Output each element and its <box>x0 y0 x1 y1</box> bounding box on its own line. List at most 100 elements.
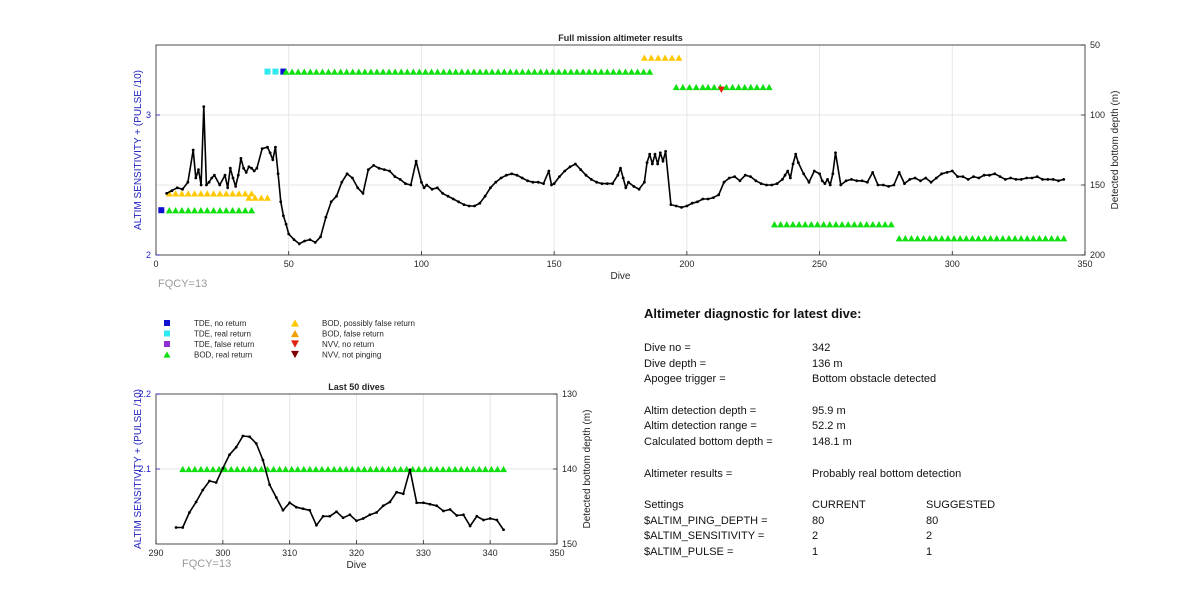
last50-xlabel: Dive <box>346 560 366 571</box>
mission-depth-point-26 <box>252 169 256 173</box>
mission-marker-6-48 <box>573 68 581 75</box>
mission-depth-point-187 <box>1009 176 1013 180</box>
mission-marker-12-5 <box>926 235 934 242</box>
mission-depth-point-162 <box>876 183 880 187</box>
mission-marker-6-19 <box>397 68 405 75</box>
mission-marker-6-15 <box>373 68 381 75</box>
dive-depth-label: Dive depth = <box>644 357 707 370</box>
mission-marker-0-5 <box>197 190 205 197</box>
mission-depth-point-155 <box>839 183 843 187</box>
mission-depth-point-81 <box>515 173 519 177</box>
mission-depth-point-161 <box>871 171 875 174</box>
mission-ytick-right-label-3: 200 <box>1090 250 1105 260</box>
mission-depth-point-108 <box>642 180 646 184</box>
mission-depth-point-197 <box>1062 178 1066 181</box>
mission-marker-6-35 <box>494 68 502 75</box>
last50-depth-point-0 <box>174 526 178 529</box>
last50-depth-point-21 <box>315 523 318 527</box>
mission-depth-point-117 <box>669 203 673 207</box>
mission-depth-point-36 <box>284 222 288 226</box>
calc-depth-row: Calculated bottom depth = 148.1 m <box>644 435 1164 451</box>
mission-depth-point-190 <box>1025 176 1029 180</box>
last50-xtick-label-5: 340 <box>483 548 498 558</box>
mission-depth-point-25 <box>250 166 253 170</box>
mission-marker-6-47 <box>567 68 575 75</box>
mission-marker-6-43 <box>543 68 551 75</box>
mission-marker-6-56 <box>621 68 629 75</box>
mission-depth-point-136 <box>770 183 774 187</box>
mission-marker-6-52 <box>597 68 605 75</box>
last50-depth-point-38 <box>428 502 432 506</box>
legend-label-right-0: BOD, possibly false return <box>322 319 415 328</box>
legend-marker-left-3 <box>163 351 171 358</box>
mission-marker-12-22 <box>1029 235 1037 242</box>
mission-marker-12-1 <box>901 235 909 242</box>
last50-marker-0-13 <box>257 465 265 473</box>
mission-marker-6-10 <box>343 68 351 75</box>
mission-depth-point-170 <box>919 179 922 183</box>
legend-marker-right-3 <box>291 350 299 359</box>
last50-depth-point-42 <box>455 514 459 517</box>
dive-depth-value: 136 m <box>812 357 843 370</box>
mission-marker-6-50 <box>585 68 593 75</box>
last50-marker-0-15 <box>270 465 278 473</box>
last50-depth-point-33 <box>395 490 398 494</box>
mission-depth-point-100 <box>611 182 614 186</box>
apogee-value: Bottom obstacle detected <box>812 373 937 386</box>
mission-marker-11-14 <box>857 221 865 228</box>
mission-marker-11-16 <box>869 221 877 228</box>
mission-depth-point-144 <box>796 161 800 165</box>
settings-header-row: Settings CURRENT SUGGESTED <box>644 498 1164 514</box>
last50-depth-point-31 <box>381 504 385 508</box>
mission-xtick-label-4: 200 <box>679 259 694 269</box>
mission-depth-point-102 <box>619 166 622 170</box>
mission-depth-point-133 <box>754 179 758 183</box>
last50-depth-point-15 <box>274 496 278 499</box>
mission-depth-point-115 <box>661 159 665 163</box>
mission-depth-point-99 <box>605 182 609 186</box>
mission-fqcy-annotation: FQCY=13 <box>158 278 207 290</box>
mission-marker-6-3 <box>300 68 308 75</box>
mission-marker-6-16 <box>379 68 387 75</box>
mission-marker-7-2 <box>654 54 662 61</box>
altim-depth-value: 95.9 m <box>812 404 846 417</box>
last50-depth-point-41 <box>448 508 452 511</box>
mission-marker-6-55 <box>615 68 623 75</box>
last50-marker-0-32 <box>372 465 380 473</box>
mission-ytick-right-label-1: 100 <box>1090 110 1105 120</box>
mission-depth-point-11 <box>207 180 211 184</box>
pulse-label: $ALTIM_PULSE = <box>644 545 734 558</box>
mission-marker-11-6 <box>807 221 815 228</box>
mission-marker-2-0 <box>158 207 165 214</box>
last50-depth-point-44 <box>468 524 472 528</box>
mission-depth-point-123 <box>701 197 705 201</box>
mission-depth-point-76 <box>489 186 492 190</box>
mission-marker-12-8 <box>944 235 952 242</box>
mission-marker-0-11 <box>235 190 243 197</box>
mission-depth-point-95 <box>584 173 588 177</box>
last50-marker-0-47 <box>463 465 471 473</box>
mission-depth-point-57 <box>393 175 397 179</box>
mission-marker-1-13 <box>248 207 256 214</box>
sensitivity-label: $ALTIM_SENSITIVITY = <box>644 530 765 543</box>
mission-xtick-label-1: 50 <box>284 259 294 269</box>
mission-depth-point-77 <box>494 180 498 184</box>
mission-marker-9-0 <box>704 83 712 91</box>
mission-marker-11-10 <box>832 221 840 228</box>
mission-depth-point-148 <box>818 172 821 176</box>
mission-marker-12-15 <box>987 235 995 242</box>
last50-depth-point-22 <box>321 514 325 518</box>
mission-marker-12-6 <box>932 235 940 242</box>
mission-depth-point-0 <box>165 192 169 195</box>
mission-depth-point-129 <box>733 175 737 179</box>
altim-depth-label: Altim detection depth = <box>644 404 757 417</box>
mission-marker-0-2 <box>178 190 186 197</box>
mission-depth-point-34 <box>279 200 283 204</box>
mission-depth-point-5 <box>191 148 195 152</box>
results-row: Altimeter results = Probably real bottom… <box>644 467 1164 483</box>
mission-marker-0-12 <box>241 190 249 197</box>
mission-depth-point-56 <box>388 169 391 173</box>
mission-depth-point-68 <box>446 194 450 198</box>
mission-depth-point-132 <box>749 175 752 179</box>
